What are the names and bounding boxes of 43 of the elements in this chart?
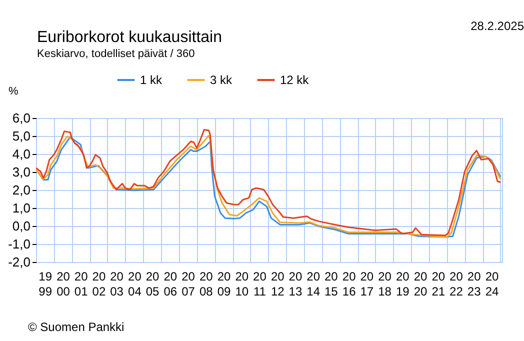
x-tick-label: 20 23	[467, 270, 482, 298]
x-tick-label: 20 21	[432, 270, 446, 298]
x-tick-label: 20 01	[74, 270, 88, 298]
x-tick-label: 20 10	[235, 270, 249, 298]
x-tick-label: 20 03	[110, 270, 124, 298]
y-tick-label: 1,0	[12, 200, 30, 216]
y-axis-title: %	[8, 86, 18, 98]
text: © Suomen Pankki	[28, 320, 124, 334]
x-tick-label: 20 12	[270, 270, 285, 298]
x-tick-label: 20 07	[182, 270, 196, 298]
x-tick-label: 20 19	[396, 270, 410, 298]
y-tick-label: 4,0	[12, 146, 30, 162]
x-tick-label: 20 09	[217, 270, 232, 298]
x-tick-label: 20 00	[56, 270, 70, 298]
y-tick-label: 3,0	[12, 164, 30, 180]
x-tick-label: 20 17	[360, 270, 374, 298]
x-tick-label: 19 99	[38, 270, 52, 298]
x-tick-label: 20 04	[128, 270, 142, 298]
x-tick-label: 20 20	[414, 270, 428, 298]
x-tick-label: 20 16	[342, 270, 356, 298]
y-tick-label: 6,0	[12, 110, 30, 126]
x-tick-label: 20 15	[324, 270, 338, 298]
y-tick-label: -1,0	[8, 236, 30, 252]
text: 28.2.2025	[470, 19, 524, 33]
x-tick-label: 20 22	[450, 270, 464, 298]
x-tick-label: 20 06	[164, 270, 178, 298]
x-tick-label: 20 05	[146, 270, 160, 298]
y-tick-label: 2,0	[12, 182, 30, 198]
legend-label: 3 kk	[210, 73, 234, 87]
y-tick-label: -2,0	[8, 254, 30, 270]
chart-subtitle: Keskiarvo, todelliset päivät / 360	[37, 48, 195, 60]
x-tick-label: 20 11	[253, 270, 267, 298]
y-tick-label: 5,0	[12, 128, 30, 144]
legend-label: 1 kk	[140, 73, 164, 87]
legend-label: 12 kk	[280, 73, 310, 87]
x-tick-label: 20 14	[306, 270, 320, 298]
x-tick-label: 20 08	[199, 270, 214, 298]
x-tick-label: 20 24	[485, 270, 499, 298]
x-tick-label: 20 18	[378, 270, 392, 298]
x-tick-label: 20 13	[288, 270, 302, 298]
chart-title: Euriborkorot kuukausittain	[37, 29, 222, 46]
y-tick-label: 0,0	[12, 218, 30, 234]
x-tick-label: 20 02	[92, 270, 106, 298]
